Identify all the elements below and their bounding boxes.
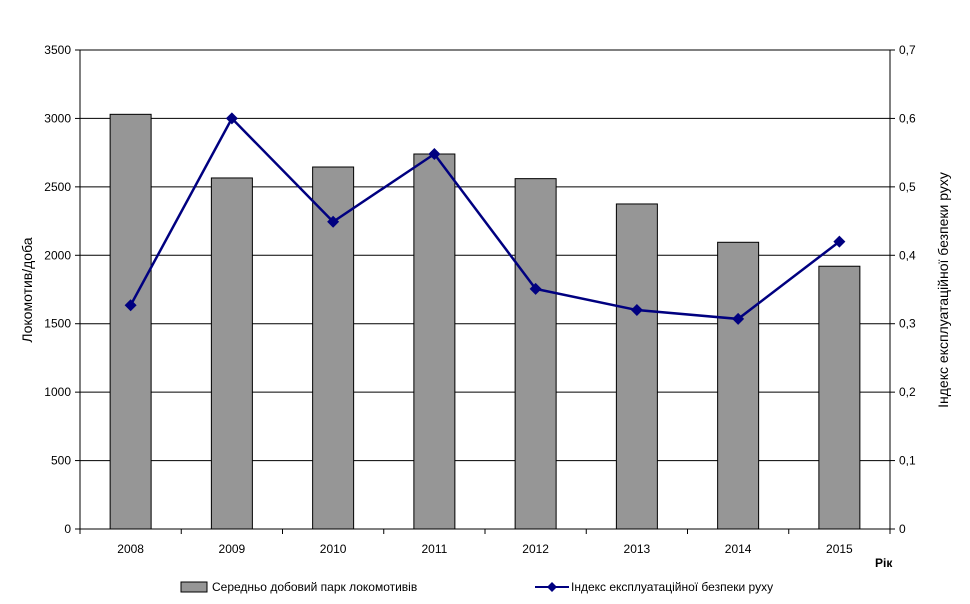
legend-line-label: Індекс експлуатаційної безпеки руху	[571, 580, 773, 594]
y2-tick-label: 0,2	[899, 385, 916, 399]
bar	[109, 113, 152, 530]
bar	[514, 178, 557, 530]
y2-tick-label: 0,1	[899, 454, 916, 468]
x-tick-label: 2013	[624, 542, 651, 556]
legend-bar-label: Середньо добовий парк локомотивів	[212, 580, 417, 594]
x-tick-label: 2008	[117, 542, 144, 556]
y-tick-label: 1500	[44, 317, 71, 331]
line-series	[124, 112, 846, 325]
line-point	[124, 299, 137, 312]
bar	[717, 241, 760, 530]
x-tick-label: 2014	[725, 542, 752, 556]
line-point	[732, 312, 745, 325]
x-tick-label: 2009	[219, 542, 246, 556]
tick-labels: 0 500 1000 1500 2000 2500 3000 3500 0 0,1 0,2 0,3 0,…	[44, 43, 916, 556]
bar	[818, 265, 861, 530]
axes	[75, 49, 895, 534]
legend-bar-swatch	[180, 581, 208, 593]
x-tick-label: 2011	[421, 542, 447, 556]
gridlines	[80, 49, 890, 530]
line-point	[327, 215, 340, 228]
line-point	[833, 235, 846, 248]
y2-tick-label: 0,7	[899, 43, 916, 57]
line-point	[225, 112, 238, 125]
y2-tick-label: 0,5	[899, 180, 916, 194]
line-point	[630, 304, 643, 317]
x-tick-label: 2010	[320, 542, 347, 556]
x-axis-title: Рік	[875, 556, 893, 570]
legend-line-marker	[547, 582, 557, 592]
y-tick-label: 2000	[44, 248, 71, 262]
y2-tick-label: 0,4	[899, 248, 916, 262]
bar	[413, 153, 456, 530]
bar-series	[109, 113, 861, 530]
x-tick-label: 2015	[826, 542, 853, 556]
y-tick-label: 3500	[44, 43, 71, 57]
bar	[615, 203, 658, 530]
line-point	[428, 148, 441, 161]
y-tick-label: 500	[51, 454, 71, 468]
y-tick-label: 0	[64, 522, 71, 536]
y2-tick-label: 0,3	[899, 317, 916, 331]
x-tick-label: 2012	[522, 542, 549, 556]
y-tick-label: 3000	[44, 111, 71, 125]
y2-tick-label: 0,6	[899, 111, 916, 125]
bar	[210, 177, 253, 530]
y-tick-label: 2500	[44, 180, 71, 194]
y2-tick-label: 0	[899, 522, 906, 536]
series-line	[129, 116, 841, 321]
y2-axis-title: Індекс експлуатаційної безпеки руху	[935, 172, 951, 408]
line-point	[529, 282, 542, 295]
y-axis-title: Локомотив/доба	[19, 237, 35, 342]
legend: Середньо добовий парк локомотивів Індекс…	[180, 580, 773, 594]
y-tick-label: 1000	[44, 385, 71, 399]
